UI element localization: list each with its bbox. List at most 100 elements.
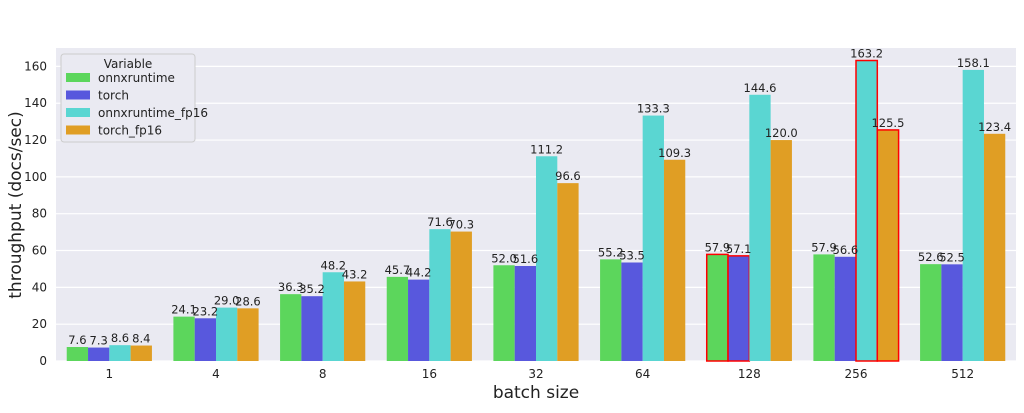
data-label: 57.9: [811, 240, 837, 254]
x-tick-label: 512: [951, 367, 974, 381]
data-label: 52.5: [939, 250, 965, 264]
data-label: 57.9: [705, 240, 731, 254]
bar-onnxruntime-8: [280, 294, 302, 361]
legend-label: onnxruntime: [98, 71, 175, 85]
data-label: 133.3: [637, 102, 670, 116]
data-label: 24.1: [171, 303, 197, 317]
bar-torch-4: [194, 318, 216, 361]
y-tick-label: 160: [24, 59, 47, 73]
bar-onnxruntime-256: [813, 254, 835, 361]
data-label: 57.1: [726, 242, 752, 256]
data-label: 8.4: [132, 332, 150, 346]
bar-onnxruntime-512: [920, 264, 942, 361]
x-tick-label: 256: [845, 367, 868, 381]
bar-onnxruntime_fp16-16: [429, 229, 451, 361]
legend-swatch: [66, 90, 90, 100]
bar-torch-128: [727, 255, 751, 362]
bar-onnxruntime-1: [66, 347, 89, 361]
data-label: 158.1: [957, 56, 990, 70]
data-label: 29.0: [214, 294, 240, 308]
bar-torch-64: [621, 262, 643, 361]
data-label: 96.6: [555, 169, 581, 183]
data-label: 52.0: [491, 251, 517, 265]
y-tick-label: 20: [32, 317, 47, 331]
legend-swatch: [66, 108, 90, 117]
bar-onnxruntime_fp16-64: [642, 115, 664, 362]
data-label: 7.3: [90, 334, 108, 348]
bar-torch-512: [941, 264, 963, 361]
data-label: 44.2: [406, 266, 432, 280]
legend-title: Variable: [104, 57, 153, 71]
data-label: 51.6: [513, 252, 539, 266]
bar-torch_fp16-512: [983, 133, 1006, 361]
legend-swatch: [66, 125, 90, 135]
bar-torch-256: [834, 256, 856, 361]
bar-torch_fp16-128: [770, 140, 792, 361]
bar-onnxruntime-32: [493, 265, 515, 361]
bar-onnxruntime_fp16-32: [536, 156, 558, 361]
data-label: 55.2: [598, 245, 624, 259]
legend-label: torch: [98, 89, 129, 103]
x-tick-label: 1: [106, 367, 114, 381]
bar-torch-1: [88, 347, 110, 361]
x-tick-label: 4: [212, 367, 220, 381]
y-axis-title: throughput (docs/sec): [6, 111, 26, 298]
legend-label: onnxruntime_fp16: [98, 106, 208, 120]
y-tick-label: 40: [32, 280, 47, 294]
data-label: 109.3: [658, 146, 691, 160]
data-label: 125.5: [871, 116, 904, 130]
bar-onnxruntime_fp16-4: [216, 307, 238, 361]
data-label: 53.5: [619, 248, 645, 262]
data-label: 70.3: [448, 218, 474, 232]
bar-torch-32: [514, 265, 536, 361]
legend-swatch: [66, 73, 90, 82]
bar-torch-8: [301, 296, 323, 361]
y-tick-label: 60: [32, 244, 47, 258]
legend: Variable onnxruntime torch onnxruntime_fp1…: [60, 53, 208, 143]
y-tick-label: 0: [39, 354, 47, 368]
bar-torch_fp16-64: [663, 159, 686, 361]
data-label: 45.7: [385, 263, 411, 277]
x-tick-label: 64: [635, 367, 650, 381]
data-label: 123.4: [978, 120, 1011, 134]
bar-torch_fp16-32: [557, 183, 579, 361]
data-label: 35.2: [299, 282, 325, 296]
y-tick-label: 140: [24, 96, 47, 110]
legend-box: [60, 53, 196, 143]
data-label: 48.2: [321, 258, 347, 272]
bar-torch_fp16-8: [343, 281, 366, 361]
data-label: 163.2: [850, 47, 883, 61]
data-label: 52.6: [918, 250, 944, 264]
data-label: 8.6: [111, 331, 129, 345]
bar-onnxruntime_fp16-8: [322, 272, 344, 361]
data-label: 111.2: [530, 142, 563, 156]
x-tick-label: 16: [422, 367, 437, 381]
bar-torch_fp16-1: [130, 345, 152, 361]
bar-onnxruntime_fp16-512: [962, 69, 984, 361]
bar-torch_fp16-256: [876, 129, 900, 362]
x-axis-title: batch size: [493, 383, 579, 403]
y-tick-label: 80: [32, 207, 47, 221]
bar-onnxruntime-128: [705, 253, 729, 362]
legend-label: torch_fp16: [98, 124, 162, 138]
data-label: 23.2: [193, 304, 219, 318]
data-label: 43.2: [342, 267, 368, 281]
data-label: 7.6: [68, 333, 86, 347]
data-label: 28.6: [235, 294, 261, 308]
bar-torch_fp16-4: [237, 308, 259, 361]
data-label: 36.3: [278, 280, 304, 294]
x-tick-label: 32: [528, 367, 543, 381]
data-label: 144.6: [744, 81, 777, 95]
data-label: 71.6: [427, 215, 453, 229]
y-tick-label: 100: [24, 170, 47, 184]
bar-torch_fp16-16: [450, 231, 472, 361]
bar-onnxruntime_fp16-256: [855, 59, 879, 362]
x-tick-label: 128: [738, 367, 761, 381]
bar-torch-16: [408, 279, 430, 361]
data-label: 120.0: [765, 126, 798, 140]
bar-onnxruntime-16: [386, 276, 409, 361]
bar-onnxruntime-64: [600, 259, 622, 361]
bar-onnxruntime_fp16-128: [749, 94, 771, 362]
x-tick-label: 8: [319, 367, 327, 381]
